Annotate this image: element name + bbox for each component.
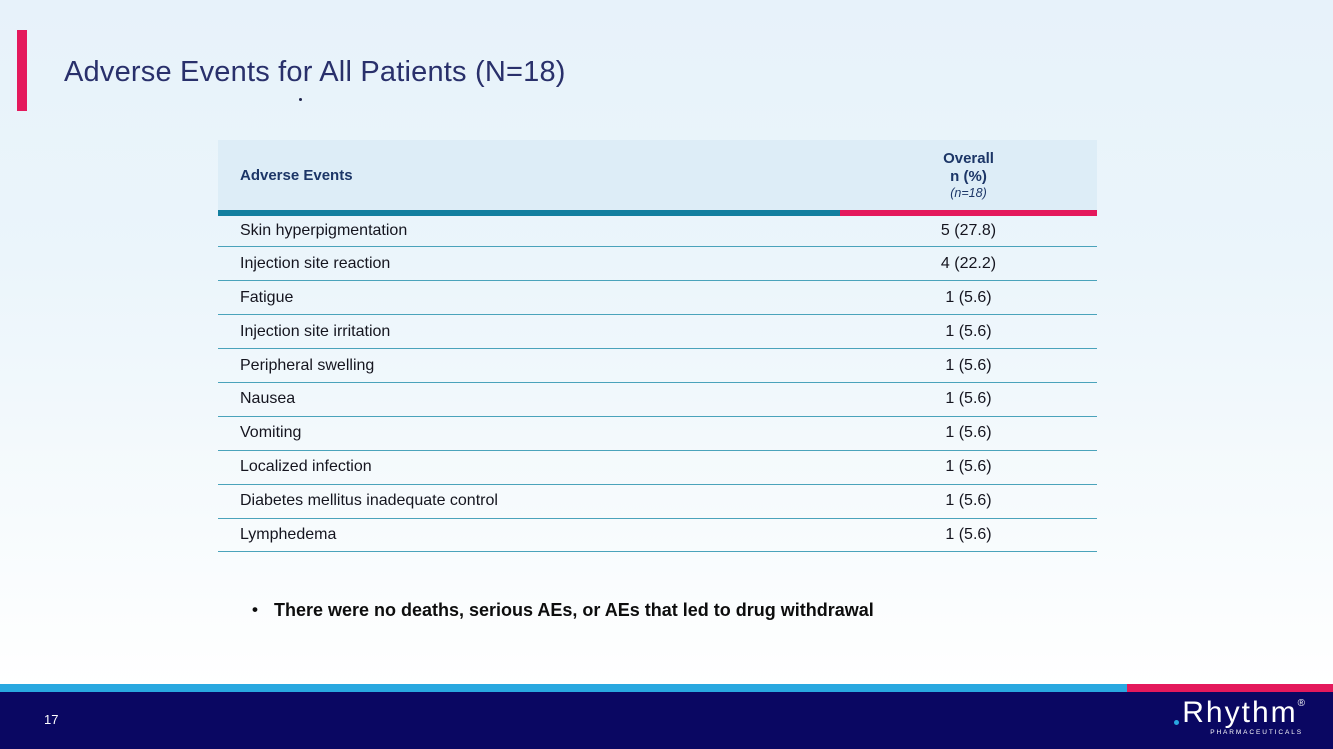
table-row: Peripheral swelling 1 (5.6) bbox=[218, 348, 1097, 383]
table-row: Injection site reaction 4 (22.2) bbox=[218, 246, 1097, 282]
event-value-cell: 1 (5.6) bbox=[840, 450, 1097, 485]
footer-strip-pink bbox=[1127, 684, 1333, 692]
event-name-cell: Fatigue bbox=[218, 280, 840, 316]
title-accent-bar bbox=[17, 30, 27, 111]
table-row: Vomiting 1 (5.6) bbox=[218, 416, 1097, 451]
bullet-text: There were no deaths, serious AEs, or AE… bbox=[273, 600, 874, 620]
adverse-events-table: Adverse Events Overall n (%) (n=18) Skin… bbox=[218, 140, 1097, 553]
event-name-cell: Lymphedema bbox=[218, 518, 840, 553]
footer-strip-cyan bbox=[0, 684, 1127, 692]
event-value-cell: 1 (5.6) bbox=[840, 314, 1097, 350]
column-header-overall: Overall n (%) (n=18) bbox=[840, 140, 1097, 216]
footer-bar: 17 Rhythm® PHARMACEUTICALS bbox=[0, 692, 1333, 749]
page-title: Adverse Events for All Patients (N=18) bbox=[64, 56, 566, 88]
event-value-cell: 1 (5.6) bbox=[840, 280, 1097, 316]
registered-trademark-icon: ® bbox=[1297, 698, 1305, 709]
logo-name: Rhythm bbox=[1182, 696, 1298, 729]
event-name-cell: Localized infection bbox=[218, 450, 840, 485]
bullet-marker: • bbox=[252, 600, 258, 619]
event-name-cell: Skin hyperpigmentation bbox=[218, 213, 840, 248]
event-value-cell: 5 (27.8) bbox=[840, 213, 1097, 248]
table-row: Diabetes mellitus inadequate control 1 (5… bbox=[218, 484, 1097, 519]
event-name-cell: Peripheral swelling bbox=[218, 348, 840, 383]
event-value-cell: 1 (5.6) bbox=[840, 382, 1097, 417]
event-name-cell: Injection site reaction bbox=[218, 246, 840, 282]
event-name-cell: Nausea bbox=[218, 382, 840, 417]
event-name-cell: Injection site irritation bbox=[218, 314, 840, 350]
event-name-cell: Diabetes mellitus inadequate control bbox=[218, 484, 840, 519]
n-equals-18-label: (n=18) bbox=[950, 185, 987, 200]
event-value-cell: 1 (5.6) bbox=[840, 348, 1097, 383]
table-row: Lymphedema 1 (5.6) bbox=[218, 518, 1097, 553]
table-row: Injection site irritation 1 (5.6) bbox=[218, 314, 1097, 350]
page-number: 17 bbox=[44, 712, 59, 727]
table-row: Skin hyperpigmentation 5 (27.8) bbox=[218, 213, 1097, 248]
event-value-cell: 1 (5.6) bbox=[840, 416, 1097, 451]
event-name-cell: Vomiting bbox=[218, 416, 840, 451]
overall-label: Overall bbox=[943, 149, 994, 167]
table-header: Adverse Events Overall n (%) (n=18) bbox=[218, 140, 1097, 216]
stray-period-dot bbox=[299, 98, 302, 101]
summary-bullet: • There were no deaths, serious AEs, or … bbox=[252, 599, 1072, 622]
table-row: Localized infection 1 (5.6) bbox=[218, 450, 1097, 485]
rhythm-pharmaceuticals-logo: Rhythm® PHARMACEUTICALS bbox=[1174, 698, 1305, 736]
column-header-adverse-events: Adverse Events bbox=[218, 140, 840, 216]
logo-wordmark: Rhythm® bbox=[1174, 698, 1305, 728]
event-value-cell: 4 (22.2) bbox=[840, 246, 1097, 282]
table-body: Skin hyperpigmentation 5 (27.8) Injection … bbox=[218, 213, 1097, 553]
logo-subtext: PHARMACEUTICALS bbox=[1210, 729, 1303, 736]
event-value-cell: 1 (5.6) bbox=[840, 518, 1097, 553]
table-row: Nausea 1 (5.6) bbox=[218, 382, 1097, 417]
event-value-cell: 1 (5.6) bbox=[840, 484, 1097, 519]
table-row: Fatigue 1 (5.6) bbox=[218, 280, 1097, 316]
n-percent-label: n (%) bbox=[950, 167, 987, 185]
logo-dot-icon bbox=[1174, 720, 1180, 725]
